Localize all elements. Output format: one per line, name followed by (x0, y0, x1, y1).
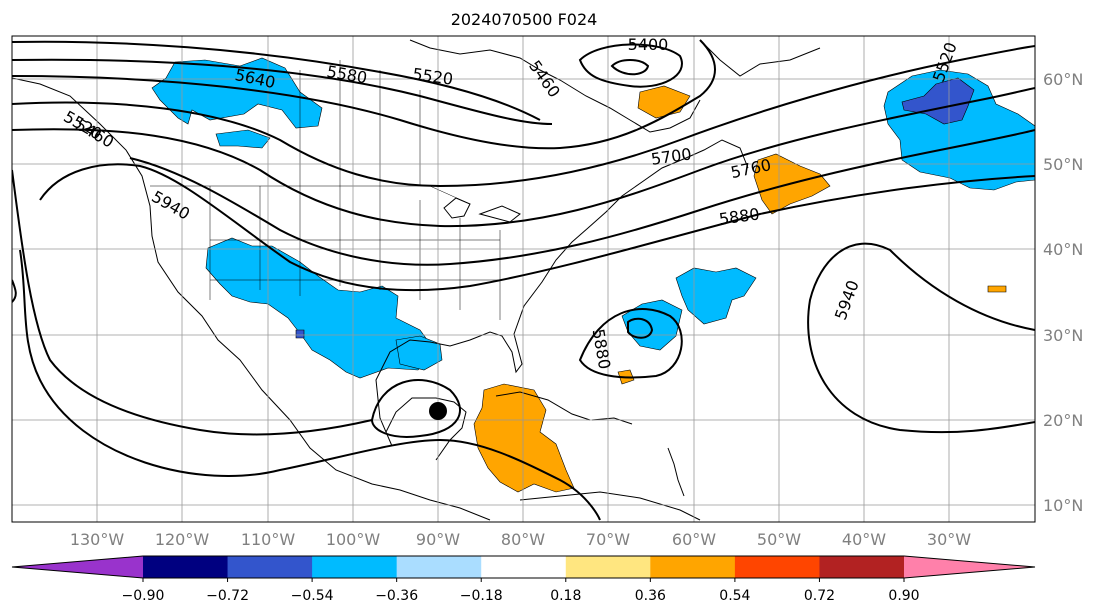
colorbar-segment (143, 556, 229, 578)
colorbar-tick-label: 0.72 (804, 588, 835, 604)
colorbar-segment (396, 556, 482, 578)
colorbar-segment (481, 556, 567, 578)
longitude-tick-label: 80°W (501, 530, 545, 549)
colorbar-segment (227, 556, 313, 578)
storm-center-marker (429, 402, 447, 420)
latitude-tick-labels: 60°N 50°N 40°N 30°N 20°N 10°N (1043, 70, 1083, 515)
contour-line (12, 87, 1035, 228)
height-contours (12, 39, 1035, 521)
coastline-north-america (12, 77, 749, 521)
colorbar-tick-label: −0.54 (291, 588, 334, 604)
map-title: 2024070500 F024 (451, 10, 598, 29)
colorbar-segment (650, 556, 736, 578)
colorbar-extend-over (904, 556, 1035, 578)
latitude-tick-label: 50°N (1043, 155, 1083, 174)
anomaly-patch-mexico (205, 237, 437, 379)
latitude-tick-label: 20°N (1043, 411, 1083, 430)
anomaly-patch-alaska (151, 57, 323, 129)
contour-line (578, 308, 683, 379)
colorbar-tick-label: 0.90 (888, 588, 919, 604)
colorbar-segment (819, 556, 905, 578)
longitude-tick-label: 30°W (927, 530, 971, 549)
contour-line (12, 279, 17, 303)
longitude-tick-label: 40°W (842, 530, 886, 549)
longitude-tick-label: 110°W (241, 530, 296, 549)
contour-line (39, 163, 1035, 292)
colorbar-segment (565, 556, 651, 578)
colorbar-segment (734, 556, 820, 578)
latitude-tick-label: 10°N (1043, 496, 1083, 515)
contour-line (12, 58, 553, 125)
anomaly-patch-small-2 (987, 285, 1007, 293)
longitude-tick-label: 120°W (155, 530, 210, 549)
coastline-greenland-lab (699, 39, 821, 77)
longitude-tick-label: 130°W (70, 530, 125, 549)
colorbar-tick-label: 0.36 (635, 588, 666, 604)
longitude-tick-label: 90°W (416, 530, 460, 549)
contour-line (12, 39, 716, 150)
longitude-tick-label: 50°W (757, 530, 801, 549)
latitude-tick-label: 60°N (1043, 70, 1083, 89)
contour-line (807, 242, 1035, 434)
contour-line (578, 43, 683, 88)
colorbar-segment (312, 556, 398, 578)
gridlines (12, 36, 1035, 522)
longitude-tick-label: 70°W (586, 530, 630, 549)
colorbar-tick-label: 0.18 (550, 588, 581, 604)
contour-line (19, 249, 601, 521)
longitude-tick-label: 60°W (672, 530, 716, 549)
contour-line (370, 379, 461, 438)
colorbar-tick-label: −0.18 (460, 588, 503, 604)
anomaly-patch-yukon (215, 129, 271, 149)
contour-line (129, 129, 1035, 266)
map-frame (11, 35, 1036, 523)
map-layers (12, 36, 1035, 522)
coastline-great-lakes (443, 197, 521, 223)
colorbar-tick-label: −0.72 (206, 588, 249, 604)
contour-line (627, 317, 654, 339)
anomaly-core-mexico (295, 329, 305, 339)
anomaly-patch-caribbean (473, 383, 575, 493)
contour-label: 5400 (628, 35, 669, 54)
coastlines (12, 39, 821, 521)
negative-anomaly-shading (151, 57, 1035, 379)
latitude-tick-label: 30°N (1043, 326, 1083, 345)
contour-line (12, 169, 373, 436)
anomaly-patch-gulf (395, 335, 443, 371)
colorbar: −0.90 −0.72 −0.54 −0.36 −0.18 0.18 0.36 0.54 0.7… (11, 555, 1036, 604)
contour-line (12, 45, 1035, 188)
colorbar-extend-under (12, 556, 143, 578)
longitude-tick-label: 100°W (326, 530, 381, 549)
colorbar-tick-label: 0.54 (719, 588, 750, 604)
coastline-hispaniola (591, 417, 633, 425)
latitude-tick-label: 40°N (1043, 240, 1083, 259)
contour-line (610, 59, 650, 76)
anomaly-patch-atlantic (675, 267, 757, 325)
colorbar-tick-label: −0.36 (375, 588, 418, 604)
coastline-south-america (519, 491, 701, 521)
coastline-lesser-antilles (667, 447, 685, 497)
coastline-cuba (495, 391, 591, 421)
colorbar-tick-label: −0.90 (122, 588, 165, 604)
coastline-hudson-bay (409, 39, 701, 133)
contour-line (12, 40, 541, 121)
longitude-tick-labels: 130°W 120°W 110°W 100°W 90°W 80°W 70°W 60°W 50°W… (70, 530, 971, 549)
